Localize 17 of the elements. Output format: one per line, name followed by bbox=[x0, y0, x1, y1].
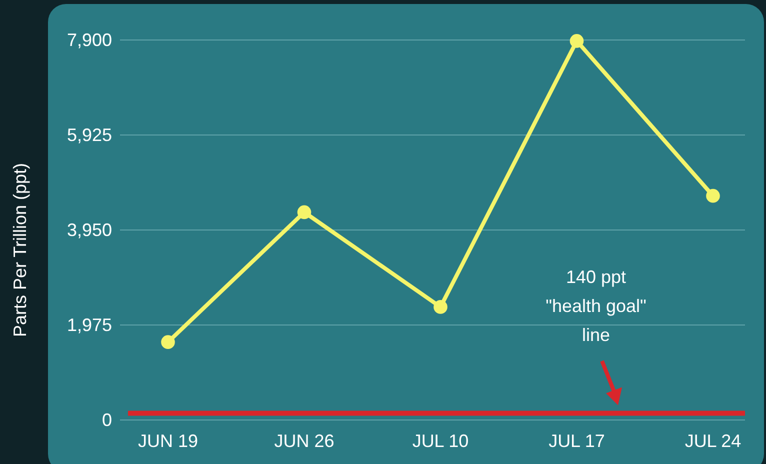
x-tick-label: JUL 10 bbox=[412, 430, 469, 451]
x-tick-label: JUN 19 bbox=[138, 430, 198, 451]
point bbox=[161, 335, 175, 349]
point bbox=[570, 34, 584, 48]
y-tick-label: 1,975 bbox=[66, 314, 112, 335]
point bbox=[297, 205, 312, 220]
point bbox=[706, 188, 720, 203]
x-tick-label: JUL 17 bbox=[548, 430, 605, 451]
point bbox=[434, 300, 448, 314]
y-tick-label: 3,950 bbox=[66, 220, 112, 240]
annotation: 140 ppt "health goal" line bbox=[546, 267, 646, 345]
x-tick-label: JUL 24 bbox=[684, 430, 742, 451]
y-tick-label: 7,900 bbox=[66, 30, 112, 50]
x-tick-label: JUN 26 bbox=[274, 430, 334, 451]
y-tick-label: 5,925 bbox=[66, 124, 112, 145]
y-tick-label: 0 bbox=[102, 410, 112, 430]
y-axis-title: Parts Per Trillion (ppt) bbox=[10, 162, 30, 338]
